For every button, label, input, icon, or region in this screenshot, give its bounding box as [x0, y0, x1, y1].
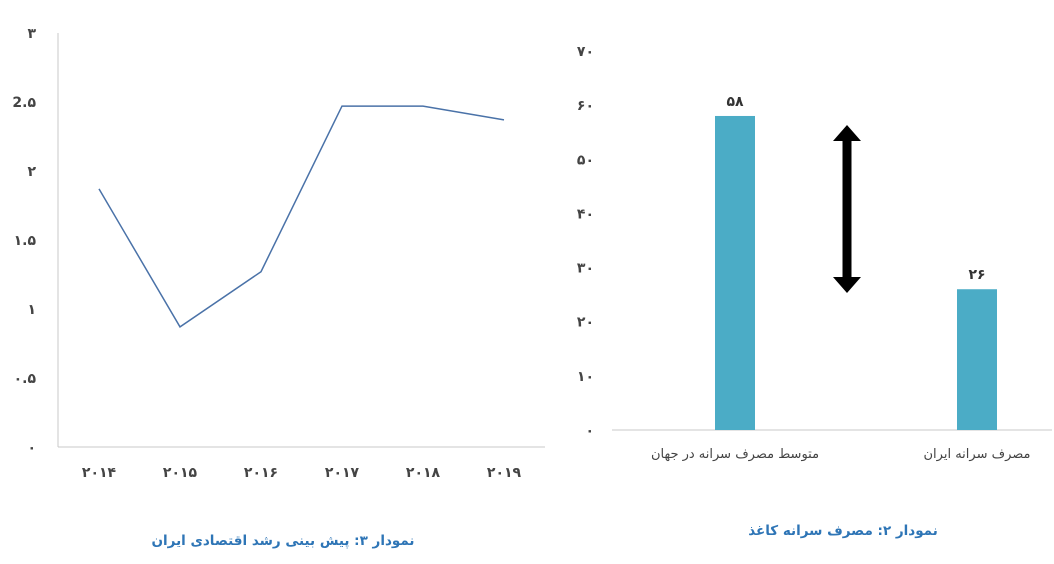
line-series [98, 105, 505, 328]
line-chart-caption: نمودار ۳: پیش بینی رشد اقتصادی ایران [152, 533, 415, 549]
line-chart-y-tick-label: ۰ [27, 440, 36, 456]
bar-chart-y-tick-label: ۱۰ [577, 369, 594, 385]
line-chart-x-axis-ticks: ۲۰۱۴ ۲۰۱۵ ۲۰۱۶ ۲۰۱۷ ۲۰۱۸ ۲۰۱۹ [82, 465, 522, 481]
bar-chart-y-tick-label: ۰ [585, 423, 594, 439]
line-chart-x-tick-label: ۲۰۱۷ [325, 465, 360, 481]
bar-chart-y-tick-label: ۴۰ [577, 206, 594, 222]
double-arrow-icon [833, 125, 861, 293]
bar-chart-y-tick-label: ۳۰ [577, 261, 594, 277]
bar-chart-y-tick-label: ۶۰ [577, 98, 594, 114]
line-chart: ۰ ۰.۵ ۱ ۱.۵ ۲ 2.۵ ۳ ۲۰۱۴ ۲۰۱۵ ۲۰۱۶ ۲۰۱۷ ۲۰۱۸ ۲۰۱۹ ن… [12, 26, 545, 549]
line-chart-y-tick-label: 2.۵ [12, 95, 36, 111]
line-chart-y-tick-label: ۰.۵ [14, 371, 37, 387]
line-chart-y-tick-label: ۱ [27, 302, 36, 318]
line-chart-y-axis-ticks: ۰ ۰.۵ ۱ ۱.۵ ۲ 2.۵ ۳ [12, 26, 36, 456]
double-arrow-shape [833, 125, 861, 293]
bar-chart-y-tick-label: ۷۰ [577, 44, 594, 60]
bar-chart-data-labels: ۵۸ ۲۶ [726, 94, 985, 283]
line-chart-x-tick-label: ۲۰۱۵ [163, 465, 198, 481]
bar-data-label: ۲۶ [968, 267, 985, 283]
line-chart-x-tick-label: ۲۰۱۸ [406, 465, 441, 481]
bar-chart-y-tick-label: ۲۰ [577, 315, 594, 331]
bar-data-label: ۵۸ [726, 94, 744, 110]
bar-chart-category-labels: متوسط مصرف سرانه در جهان مصرف سرانه ایران [651, 447, 1031, 462]
bar-chart-caption: نمودار ۲: مصرف سرانه کاغذ [748, 523, 938, 539]
line-chart-y-tick-label: ۳ [27, 26, 36, 42]
bar-category-label: مصرف سرانه ایران [924, 447, 1031, 462]
bar-chart: ۰ ۱۰ ۲۰ ۳۰ ۴۰ ۵۰ ۶۰ ۷۰ ۵۸ ۲۶ متوسط مصرف سرانه در… [577, 44, 1052, 539]
bar-chart-y-tick-label: ۵۰ [577, 152, 594, 168]
line-chart-x-tick-label: ۲۰۱۶ [244, 465, 278, 481]
bar-chart-y-axis-ticks: ۰ ۱۰ ۲۰ ۳۰ ۴۰ ۵۰ ۶۰ ۷۰ [577, 44, 594, 439]
bar-chart-bars [715, 115, 997, 430]
line-chart-x-tick-label: ۲۰۱۹ [487, 465, 522, 481]
bar [957, 289, 997, 430]
line-chart-y-tick-label: ۲ [27, 164, 36, 180]
bar [715, 115, 755, 430]
line-chart-y-tick-label: ۱.۵ [14, 233, 37, 249]
bar-category-label: متوسط مصرف سرانه در جهان [651, 447, 819, 462]
line-chart-x-tick-label: ۲۰۱۴ [82, 465, 117, 481]
